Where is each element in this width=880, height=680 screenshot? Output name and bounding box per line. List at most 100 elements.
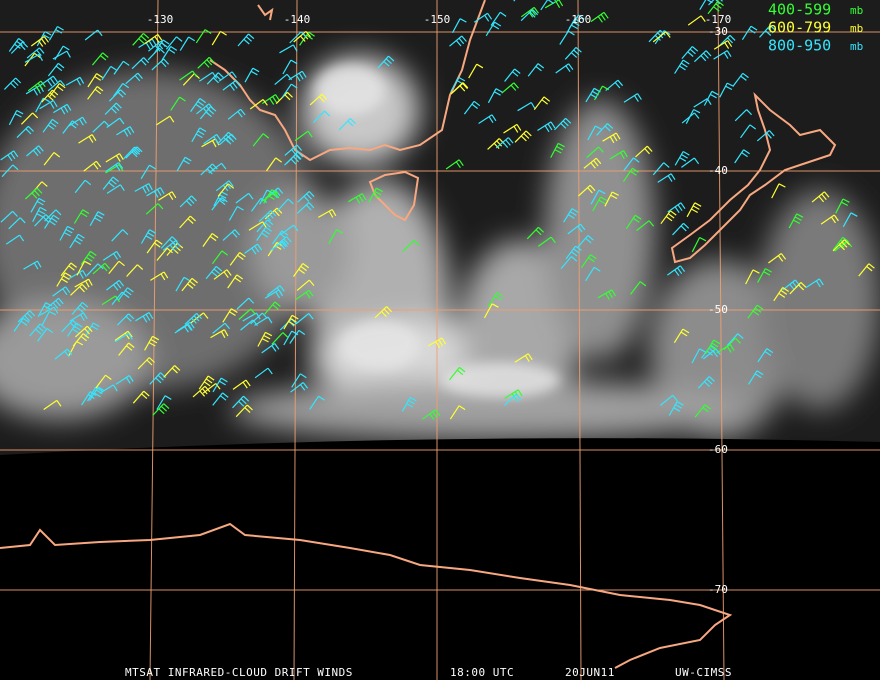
legend-unit: mb bbox=[850, 4, 863, 17]
wind-barb bbox=[54, 45, 70, 61]
wind-barb bbox=[567, 223, 586, 235]
wind-barb bbox=[377, 55, 395, 69]
wind-barb bbox=[768, 253, 787, 264]
wind-barb bbox=[165, 36, 183, 50]
wind-barb bbox=[8, 38, 25, 52]
wind-barb bbox=[560, 256, 578, 269]
wind-barb bbox=[30, 197, 46, 213]
wind-barb bbox=[0, 210, 18, 223]
wind-barb bbox=[449, 405, 466, 420]
wind-barb bbox=[565, 245, 582, 260]
wind-barb bbox=[540, 0, 557, 11]
wind-barb bbox=[328, 229, 344, 244]
wind-barb bbox=[37, 302, 53, 318]
wind-barb bbox=[270, 240, 288, 252]
wind-barb bbox=[176, 156, 192, 172]
wind-barb bbox=[422, 409, 441, 421]
wind-barb bbox=[61, 319, 79, 333]
wind-barb bbox=[179, 36, 196, 51]
wind-barb bbox=[135, 311, 154, 323]
wind-barb bbox=[104, 102, 122, 115]
wind-barb bbox=[318, 208, 337, 218]
wind-barb bbox=[170, 96, 186, 111]
wind-barb bbox=[585, 266, 601, 282]
wind-barb bbox=[250, 312, 268, 325]
wind-barb bbox=[152, 403, 170, 416]
wind-barb bbox=[741, 25, 758, 41]
latitude-label: -40 bbox=[708, 164, 728, 177]
wind-barb bbox=[478, 114, 497, 125]
wind-barb bbox=[74, 278, 93, 288]
wind-barb bbox=[84, 29, 103, 41]
wind-barb bbox=[289, 329, 306, 344]
wind-barb bbox=[81, 391, 97, 406]
map-labels: -130 -140 -150 -160 -170-30 -40 -50 -60 -70 bbox=[147, 13, 732, 596]
wind-barb bbox=[163, 365, 181, 378]
wind-barb bbox=[263, 189, 279, 204]
legend-label: 400-599 bbox=[768, 1, 831, 19]
wind-barb bbox=[687, 15, 706, 26]
wind-barb bbox=[211, 30, 227, 46]
wind-barb bbox=[144, 335, 160, 351]
longitude-label: -150 bbox=[424, 13, 451, 26]
wind-barb bbox=[667, 265, 686, 277]
wind-barb bbox=[92, 262, 111, 275]
wind-barb bbox=[681, 157, 700, 168]
wind-barb bbox=[118, 342, 135, 356]
legend-unit: mb bbox=[850, 22, 863, 35]
wind-barb bbox=[368, 187, 383, 203]
wind-barb bbox=[30, 36, 49, 47]
wind-barb bbox=[261, 94, 280, 105]
wind-barb bbox=[449, 366, 466, 381]
wind-barb bbox=[212, 392, 229, 406]
wind-barb bbox=[622, 167, 639, 182]
wind-barb bbox=[257, 331, 273, 347]
wind-barb bbox=[623, 93, 642, 103]
wind-barb bbox=[734, 149, 750, 164]
wind-barb bbox=[660, 210, 677, 225]
wind-barb bbox=[258, 210, 277, 223]
wind-barb bbox=[256, 219, 274, 233]
wind-barb bbox=[190, 98, 207, 112]
wind-barb bbox=[652, 162, 670, 176]
wind-barb bbox=[74, 325, 93, 338]
wind-barb bbox=[84, 322, 100, 338]
wind-barb bbox=[745, 269, 760, 285]
wind-barb bbox=[348, 193, 367, 204]
wind-barb bbox=[48, 25, 64, 41]
wind-barb bbox=[10, 41, 29, 54]
wind-barb bbox=[740, 124, 757, 139]
wind-barb bbox=[309, 93, 328, 106]
wind-barb bbox=[520, 9, 539, 22]
wind-barb bbox=[338, 118, 356, 131]
legend-label: 600-799 bbox=[768, 19, 831, 37]
wind-barb bbox=[648, 29, 666, 43]
wind-barb bbox=[228, 205, 244, 221]
wind-barb bbox=[254, 367, 273, 379]
longitude-label: -130 bbox=[147, 13, 174, 26]
wind-barb bbox=[590, 189, 606, 205]
wind-barb bbox=[295, 289, 314, 300]
wind-barb bbox=[144, 34, 163, 45]
legend-unit: mb bbox=[850, 40, 863, 53]
wind-barb bbox=[202, 233, 219, 247]
wind-barb bbox=[401, 396, 417, 412]
wind-barb bbox=[115, 374, 134, 385]
wind-barb bbox=[140, 164, 156, 180]
wind-barb bbox=[468, 63, 484, 79]
wind-barb bbox=[726, 333, 744, 346]
wind-barb bbox=[820, 214, 839, 225]
wind-barb bbox=[78, 134, 97, 144]
wind-barb bbox=[73, 209, 90, 224]
wind-barb bbox=[294, 130, 313, 142]
wind-barb bbox=[32, 206, 47, 222]
wind-barb bbox=[487, 88, 503, 104]
wind-barb bbox=[218, 71, 237, 82]
wind-barb bbox=[485, 21, 502, 37]
wind-barb bbox=[564, 46, 582, 60]
wind-barb bbox=[192, 385, 211, 398]
wind-barb bbox=[668, 401, 684, 416]
wind-barbs bbox=[0, 0, 875, 421]
wind-barb bbox=[681, 46, 699, 59]
